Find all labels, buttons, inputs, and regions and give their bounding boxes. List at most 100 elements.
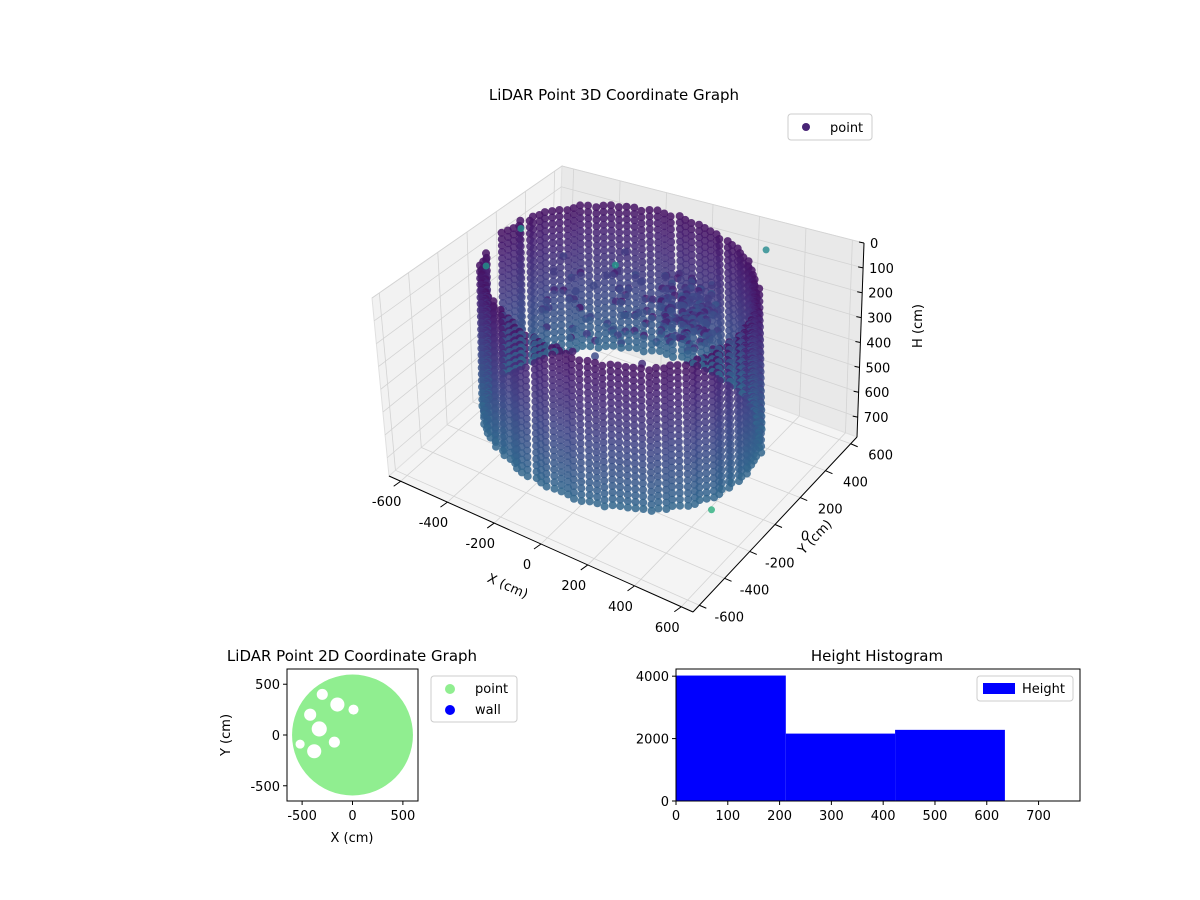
y-tick-label: 0 — [801, 530, 809, 545]
lidar-point-3d — [505, 303, 514, 312]
legend-2d-marker-wall — [445, 705, 455, 715]
lidar-point-3d — [623, 458, 632, 467]
lidar-point-3d — [498, 248, 506, 256]
lidar-point-3d — [599, 444, 608, 453]
lidar-point-3d — [585, 271, 594, 280]
lidar-point-3d — [637, 377, 646, 386]
lidar-point-3d — [548, 382, 557, 391]
lidar-point-3d — [622, 426, 631, 435]
x-tick-mark — [674, 606, 682, 613]
lidar-point-3d — [616, 489, 625, 498]
lidar-point-3d — [646, 411, 654, 419]
lidar-point-3d — [549, 277, 558, 286]
lidar-point-3d — [615, 209, 623, 218]
lidar-point-3d — [563, 445, 572, 454]
lidar-point-3d — [575, 356, 584, 365]
y-tick-label-2d: 500 — [255, 678, 280, 693]
lidar-point-3d — [617, 343, 626, 352]
lidar-point-3d — [549, 258, 558, 267]
lidar-point-3d — [646, 263, 655, 272]
y-tick-label: -200 — [765, 556, 795, 571]
lidar-point-3d — [652, 415, 661, 423]
lidar-point-3d — [550, 315, 558, 324]
lidar-point-3d — [648, 295, 657, 304]
lidar-point-3d — [638, 453, 647, 462]
lidar-point-3d — [701, 424, 710, 433]
h-tick-label: 600 — [865, 386, 890, 401]
lidar-point-3d — [593, 267, 602, 275]
y-tick-label: 200 — [818, 503, 843, 518]
legend-2d-marker-point — [445, 684, 455, 694]
lidar-point-3d — [690, 500, 699, 508]
y-tick-label: 600 — [868, 449, 893, 464]
lidar-point-3d — [576, 458, 585, 467]
lidar-point-3d — [577, 271, 586, 280]
lidar-point-3d — [654, 270, 663, 279]
lidar-point-3d — [646, 423, 655, 432]
lidar-point-3d — [631, 248, 639, 257]
y-tick-label-2d: -500 — [250, 780, 280, 795]
lidar-point-3d — [667, 231, 675, 240]
lidar-point-3d — [654, 485, 663, 494]
lidar-point-3d — [586, 342, 595, 351]
lidar-point-3d — [623, 234, 632, 243]
lidar-point-3d — [637, 402, 646, 411]
lidar-point-3d — [673, 373, 682, 382]
lidar-point-3d — [593, 247, 601, 256]
lidar-point-3d — [615, 463, 624, 472]
lidar-point-3d — [498, 260, 507, 269]
lidar-point-3d — [557, 321, 566, 329]
x-tick-label: -400 — [419, 516, 449, 531]
lidar-point-3d — [557, 468, 566, 477]
lidar-point-3d — [599, 233, 608, 242]
lidar-point-3d — [666, 412, 675, 421]
lidar-point-3d — [585, 452, 594, 461]
lidar-point-3d — [687, 231, 696, 240]
lidar-point-3d — [557, 301, 565, 310]
lidar-point-3d — [542, 482, 551, 491]
x-tick-label: 0 — [523, 558, 531, 573]
lidar-point-3d — [639, 505, 648, 513]
hist-x-tick-label: 700 — [1026, 809, 1051, 824]
y-tick-mark — [825, 470, 833, 475]
h-tick-label: 400 — [866, 336, 891, 351]
lidar-point-3d — [565, 314, 574, 323]
lidar-point-3d — [702, 462, 711, 471]
lidar-point-3d — [638, 283, 647, 292]
lidar-point-3d — [583, 356, 592, 365]
lidar-point-3d — [674, 437, 683, 446]
lidar-point-3d — [549, 401, 558, 410]
lidar-point-3d — [661, 466, 670, 475]
lidar-point-3d — [637, 415, 646, 424]
lidar-point-3d — [630, 421, 639, 430]
lidar-point-3d — [555, 212, 564, 221]
lidar-point-3d — [688, 263, 696, 272]
lidar-point-3d — [615, 228, 624, 237]
lidar-point-3d — [660, 209, 669, 218]
lidar-point-3d — [584, 227, 593, 236]
lidar-point-3d — [637, 409, 646, 418]
hist-bar — [785, 733, 896, 801]
lidar-point-3d — [653, 440, 662, 449]
lidar-point-3d — [700, 386, 709, 395]
lidar-point-3d — [623, 484, 632, 493]
lidar-point-3d — [700, 373, 709, 382]
lidar-point-3d — [599, 438, 608, 447]
lidar-point-3d — [681, 361, 690, 370]
lidar-point-3d — [687, 244, 696, 253]
empty-region — [295, 739, 305, 749]
lidar-point-3d — [550, 484, 559, 493]
lidar-point-3d — [614, 393, 623, 402]
lidar-point-3d — [608, 482, 617, 490]
lidar-point-3d — [615, 222, 624, 231]
lidar-point-3d — [615, 444, 624, 453]
x-tick-label: -600 — [372, 495, 402, 510]
lidar-point-3d — [660, 247, 669, 256]
lidar-point-3d — [562, 375, 571, 384]
lidar-point-3d — [555, 218, 564, 227]
lidar-point-3d — [615, 438, 624, 447]
lidar-point-3d — [615, 457, 624, 466]
lidar-point-3d — [556, 404, 565, 413]
lidar-point-3d — [622, 420, 631, 429]
lidar-point-3d — [629, 363, 638, 372]
